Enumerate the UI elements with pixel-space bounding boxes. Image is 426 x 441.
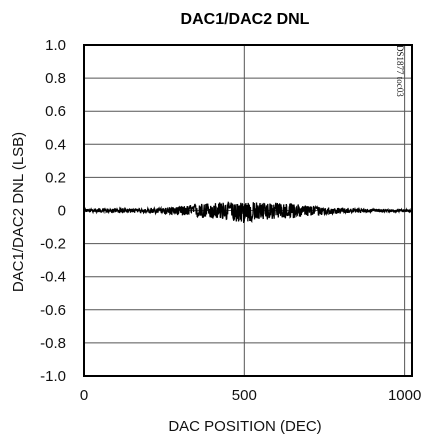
chart-title: DAC1/DAC2 DNL xyxy=(181,11,310,28)
x-tick-label: 500 xyxy=(232,387,257,404)
x-tick-label: 0 xyxy=(80,387,88,404)
side-note: DS1877 toc03 xyxy=(395,45,405,97)
y-tick-label: -1.0 xyxy=(40,368,66,385)
x-axis-label: DAC POSITION (DEC) xyxy=(168,418,321,435)
y-tick-label: -0.6 xyxy=(40,302,66,319)
series-layer xyxy=(84,202,412,223)
y-tick-label: -0.2 xyxy=(40,236,66,253)
y-tick-label: -0.8 xyxy=(40,335,66,352)
y-tick-label: 0.8 xyxy=(45,70,66,87)
y-tick-label: 0 xyxy=(58,203,66,220)
y-tick-label: 0.4 xyxy=(45,136,66,153)
y-tick-label: 0.6 xyxy=(45,103,66,120)
y-tick-label: 0.2 xyxy=(45,169,66,186)
dnl-series-line xyxy=(84,202,412,223)
y-axis-label: DAC1/DAC2 DNL (LSB) xyxy=(10,132,27,292)
x-tick-label: 1000 xyxy=(388,387,421,404)
y-tick-label: -0.4 xyxy=(40,269,66,286)
x-tick-labels: 0 500 1000 xyxy=(80,387,421,404)
y-tick-label: 1.0 xyxy=(45,37,66,54)
y-tick-labels: 1.0 0.8 0.6 0.4 0.2 0 -0.2 -0.4 -0.6 -0.8 -1.0 xyxy=(40,37,66,385)
